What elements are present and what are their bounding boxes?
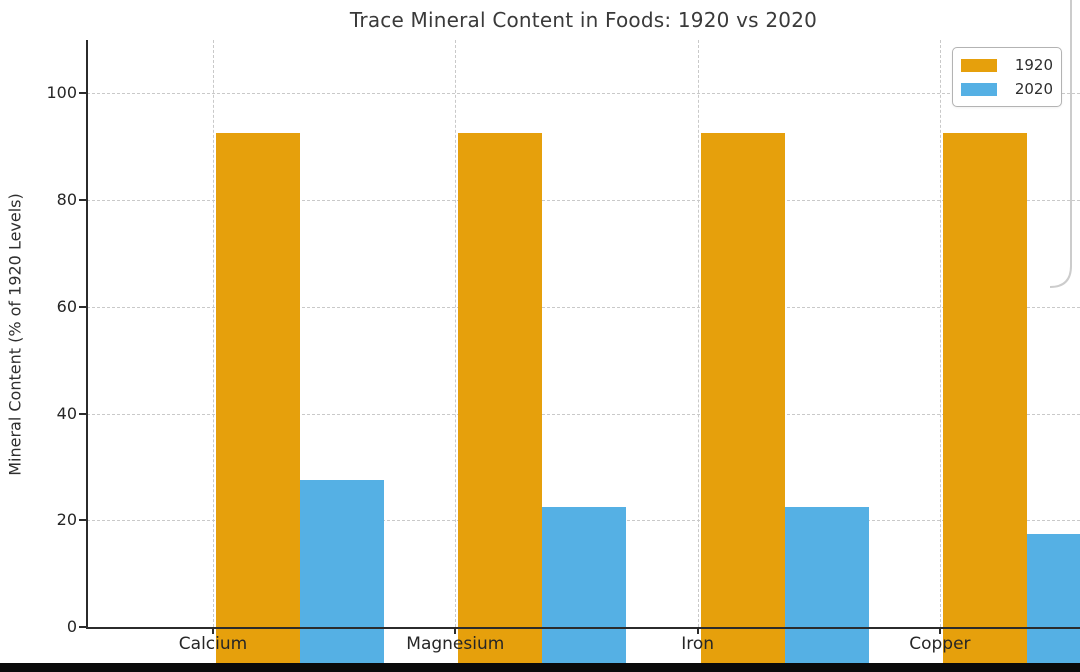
y-tick-label-60: 60: [56, 296, 77, 316]
chart-title: Trace Mineral Content in Foods: 1920 vs …: [349, 8, 818, 32]
y-tick-mark-80: [79, 199, 86, 202]
x-tick-label-calcium: Calcium: [178, 634, 248, 654]
y-tick-label-100: 100: [46, 83, 77, 103]
bar-1920-calcium: [216, 133, 300, 667]
bar-2020-copper: [1026, 533, 1080, 667]
v-gridline-magnesium: [455, 40, 457, 627]
legend-swatch-2020: [961, 82, 997, 96]
bar-2020-iron: [784, 506, 869, 667]
bar-2020-magnesium: [542, 506, 627, 667]
legend-swatch-1920: [961, 58, 997, 72]
legend-label-1920: 1920: [1014, 56, 1053, 74]
h-gridline-60: [87, 306, 1080, 308]
bar-1920-copper: [942, 133, 1027, 667]
bottom-letterbox-bar: [0, 663, 1080, 672]
v-gridline-copper: [939, 40, 941, 627]
y-tick-mark-0: [79, 626, 86, 628]
h-gridline-100: [87, 93, 1080, 95]
legend-row-1920: 1920: [961, 56, 1053, 74]
bar-2020-calcium: [300, 480, 384, 667]
y-tick-mark-20: [79, 519, 86, 522]
y-tick-label-0: 0: [66, 617, 77, 636]
y-tick-label-40: 40: [56, 403, 77, 423]
x-tick-mark-copper: [938, 627, 941, 634]
h-gridline-80: [87, 200, 1080, 202]
legend-box: 1920 2020: [952, 47, 1062, 107]
x-tick-label-copper: Copper: [909, 634, 971, 654]
legend-label-2020: 2020: [1014, 80, 1053, 98]
legend-row-2020: 2020: [961, 80, 1053, 98]
bar-1920-iron: [700, 133, 785, 667]
x-tick-mark-magnesium: [454, 627, 457, 634]
plot-area: [87, 40, 1080, 667]
x-tick-label-iron: Iron: [681, 634, 714, 654]
y-tick-mark-100: [79, 92, 86, 95]
x-axis-spine: [86, 627, 1080, 629]
y-tick-mark-40: [79, 412, 86, 415]
x-tick-mark-iron: [696, 627, 699, 634]
bar-1920-magnesium: [458, 133, 543, 667]
y-tick-mark-60: [79, 305, 86, 308]
y-tick-label-80: 80: [56, 190, 77, 210]
h-gridline-40: [87, 413, 1080, 415]
y-axis-label: Mineral Content (% of 1920 Levels): [5, 193, 25, 476]
y-tick-label-20: 20: [56, 510, 77, 530]
v-gridline-iron: [697, 40, 699, 627]
y-axis-spine: [86, 40, 88, 629]
x-tick-label-magnesium: Magnesium: [406, 634, 505, 654]
v-gridline-calcium: [213, 40, 214, 627]
x-tick-mark-calcium: [212, 627, 214, 634]
